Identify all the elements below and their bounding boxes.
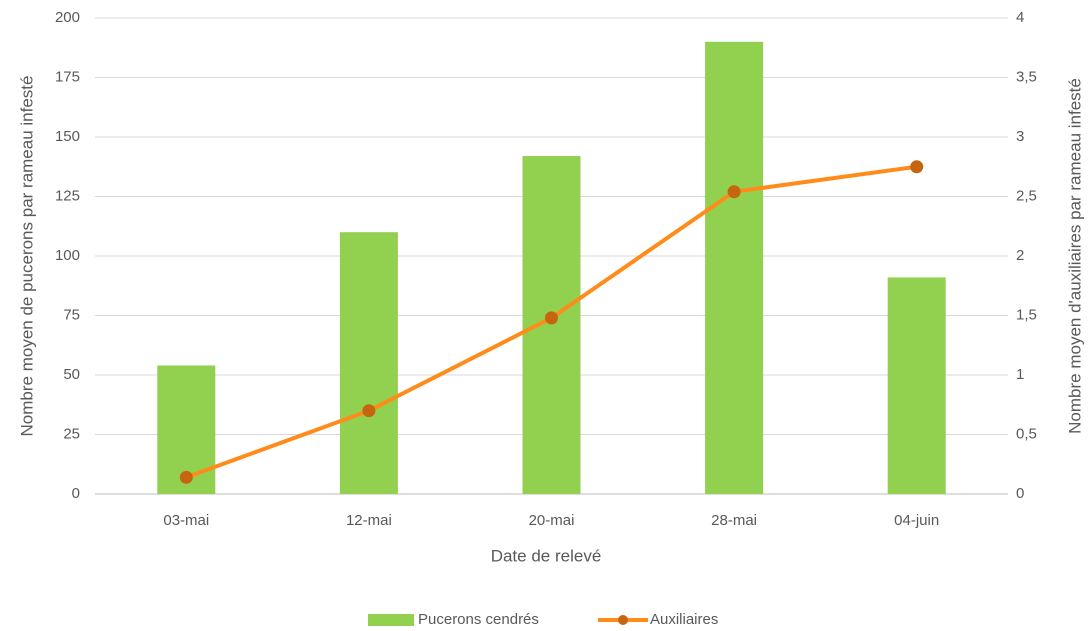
y-axis-title: Nombre moyen de pucerons par rameau infe…: [17, 76, 36, 437]
legend-marker: [618, 615, 628, 625]
marker: [727, 185, 741, 199]
y-tick-label: 75: [63, 306, 80, 323]
y-tick-label: 175: [55, 68, 80, 85]
x-tick-label: 03-mai: [163, 512, 209, 529]
y2-axis-title: Nombre moyen d'auxiliaires par rameau in…: [1065, 78, 1084, 434]
marker: [545, 311, 558, 325]
bar: [705, 41, 764, 495]
bar: [522, 156, 581, 495]
y2-tick-label: 3: [1016, 128, 1024, 145]
y2-tick-label: 2,5: [1016, 187, 1037, 204]
y-tick-label: 100: [55, 247, 80, 264]
y-tick-label: 150: [55, 128, 80, 145]
y2-tick-label: 1: [1016, 366, 1024, 383]
marker: [179, 470, 193, 484]
y2-tick-label: 2: [1016, 247, 1024, 264]
y2-tick-label: 4: [1016, 9, 1024, 26]
legend-swatch: [368, 614, 414, 626]
legend-label: Pucerons cendrés: [418, 611, 539, 628]
marker: [362, 404, 376, 418]
y-tick-label: 0: [72, 485, 80, 502]
x-axis-title: Date de relevé: [491, 546, 602, 565]
y-tick-label: 200: [55, 9, 80, 26]
y2-tick-label: 1,5: [1016, 306, 1037, 323]
x-tick-label: 04-juin: [894, 512, 939, 529]
x-tick-label: 28-mai: [711, 512, 757, 529]
x-tick-label: 12-mai: [346, 512, 392, 529]
y-tick-label: 25: [63, 425, 80, 442]
y-tick-label: 125: [55, 187, 80, 204]
bar: [339, 232, 398, 494]
legend-label: Auxiliaires: [650, 611, 718, 628]
y2-tick-label: 0: [1016, 485, 1024, 502]
bar: [887, 277, 946, 494]
y2-tick-label: 0,5: [1016, 425, 1037, 442]
marker: [910, 160, 924, 174]
x-tick-label: 20-mai: [529, 512, 575, 529]
y2-tick-label: 3,5: [1016, 68, 1037, 85]
y-tick-label: 50: [63, 366, 80, 383]
